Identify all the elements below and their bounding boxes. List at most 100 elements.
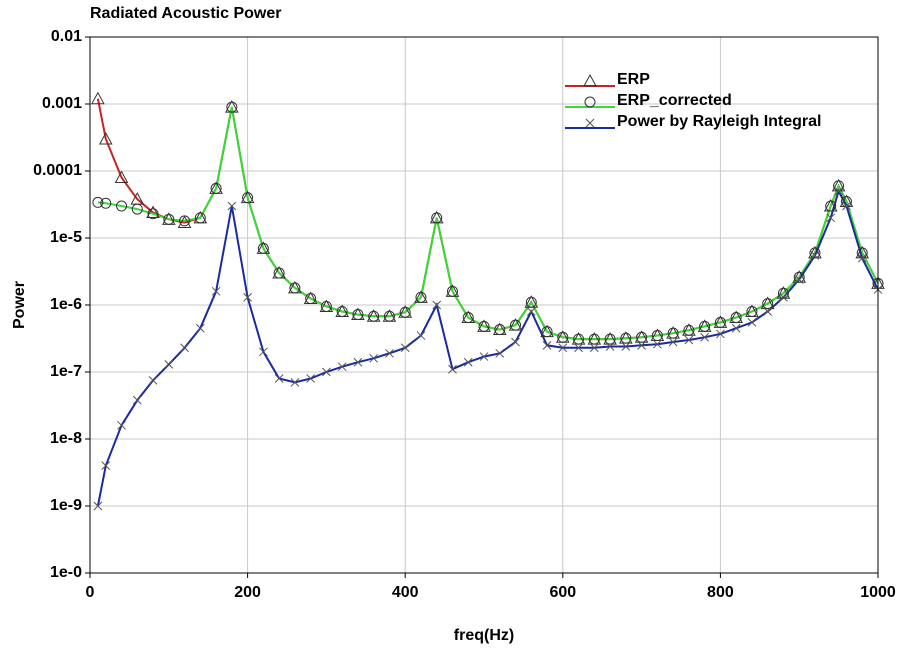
marker [731,323,741,333]
marker [163,213,175,225]
marker [179,215,191,227]
marker [242,192,254,204]
chart-title: Radiated Acoustic Power [90,5,281,22]
marker [826,213,836,223]
legend-marker [583,73,597,87]
marker [273,267,285,279]
legend-label: ERP_corrected [617,92,732,109]
marker [306,374,315,383]
marker [842,201,851,211]
marker [588,333,600,345]
legend-marker [585,118,595,128]
marker [793,271,805,283]
marker [700,332,709,342]
marker [383,310,395,322]
marker [494,324,506,336]
marker [730,312,742,324]
x-tick-label: 0 [86,584,95,601]
marker [195,323,205,333]
marker [400,343,410,353]
marker [462,312,474,324]
marker [416,331,426,340]
y-tick-label: 1e-9 [50,497,82,514]
marker [542,340,552,350]
marker [541,326,553,338]
x-axis-label: freq(Hz) [454,627,514,644]
marker [589,343,599,353]
marker [777,287,789,299]
marker [779,293,788,302]
y-tick-label: 1e-6 [50,296,82,313]
x-tick-label: 800 [707,584,734,601]
marker [337,362,347,372]
legend-label: ERP [617,71,650,88]
marker [227,201,237,211]
legend-marker [584,96,596,108]
marker [573,333,585,345]
marker [211,286,221,296]
marker [478,320,490,332]
marker [684,335,694,345]
marker [289,282,301,294]
marker [431,212,443,224]
marker [92,196,104,208]
marker [747,318,757,327]
marker [146,205,160,219]
marker [101,461,111,471]
marker [147,208,159,220]
marker [668,337,678,347]
marker [746,305,758,317]
marker [131,203,143,215]
marker [574,343,583,353]
marker [415,291,427,303]
y-tick-label: 1e-5 [50,229,82,246]
series-line [97,106,879,341]
marker [446,285,458,297]
marker [495,348,505,358]
legend-label: Power by Rayleigh Integral [617,113,822,130]
marker [651,330,663,342]
legend: ERP ERP_corrected Power by Rayleigh Integr… [565,71,822,130]
marker [714,316,726,328]
marker [857,253,867,263]
y-tick-label: 0.0001 [33,162,82,179]
x-tick-label: 200 [234,584,261,601]
marker [667,327,679,339]
marker [432,300,442,310]
marker [91,91,105,105]
x-tick-label: 1000 [860,584,896,601]
x-tick-label: 600 [549,584,576,601]
marker [353,357,363,367]
series-line [96,188,879,507]
x-tick-label: 400 [392,584,419,601]
y-tick-label: 0.01 [51,28,82,45]
marker [399,306,411,318]
marker [305,293,317,305]
marker [385,348,394,358]
y-tick-label: 1e-7 [50,363,82,380]
marker [825,200,837,212]
marker [479,352,489,361]
marker [210,182,222,194]
plot [91,91,885,511]
marker [290,378,300,387]
y-axis-label: Power [11,281,28,329]
marker [180,343,189,353]
plot-frame [89,36,879,574]
marker [177,215,192,229]
marker [636,331,648,343]
marker [620,332,632,344]
marker [621,342,631,351]
y-tick-label: 1e-0 [50,564,82,581]
marker [98,131,113,145]
marker [114,170,129,183]
marker [653,339,662,349]
marker [699,320,711,332]
marker [510,319,522,331]
marker [100,197,112,209]
marker [463,357,473,367]
marker [257,242,269,254]
marker [259,347,268,357]
